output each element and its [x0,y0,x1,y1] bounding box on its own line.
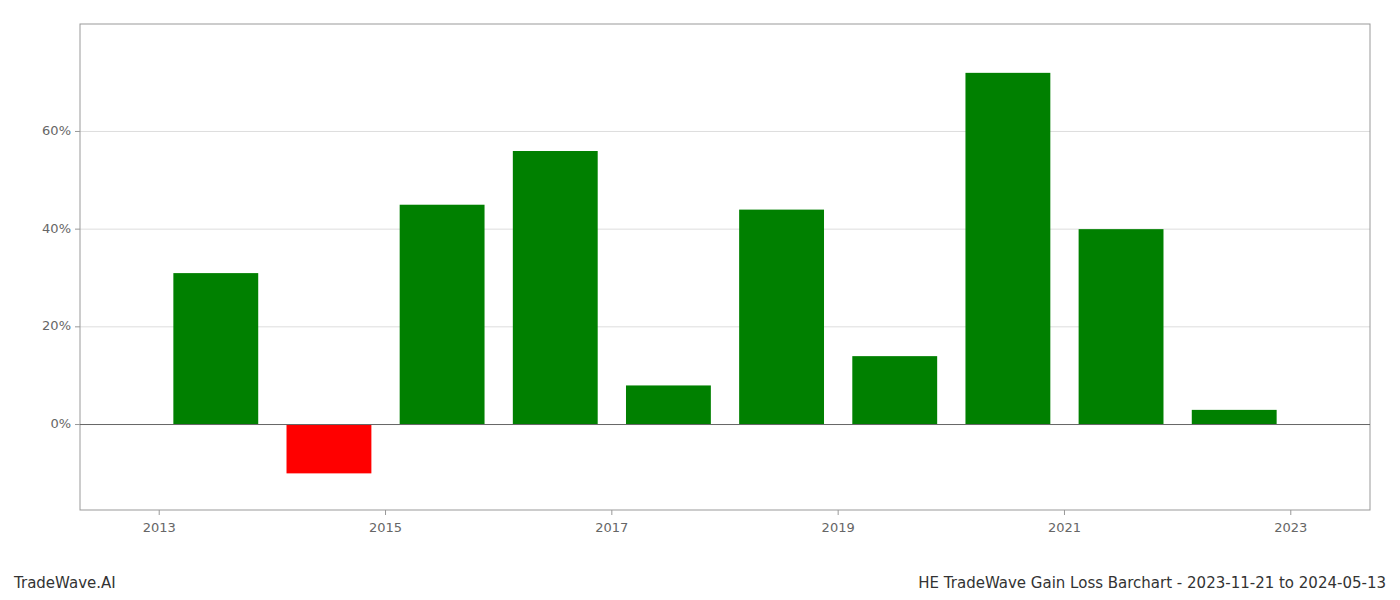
grid [80,131,1370,424]
y-tick-label: 40% [42,221,71,236]
axes: 0% 20% 40% 60% 2013 2015 2017 2019 2021 2023 [42,123,1307,535]
y-tick-label: 0% [50,416,71,431]
x-tick-label: 2023 [1274,520,1307,535]
x-tick-label: 2019 [822,520,855,535]
bar [852,356,937,424]
x-tick [1290,510,1291,515]
grid-line [80,424,1370,425]
plot-frame [80,24,1370,510]
x-tick [1064,510,1065,515]
y-tick [75,229,80,230]
bar [400,205,485,425]
x-tick [611,510,612,515]
y-tick [75,131,80,132]
chart-svg: 0% 20% 40% 60% 2013 2015 2017 2019 2021 2023 Trade… [0,0,1400,600]
footer-right: HE TradeWave Gain Loss Barchart - 2023-1… [918,574,1386,592]
bar [626,385,711,424]
bars [173,73,1276,474]
x-tick-label: 2017 [595,520,628,535]
grid-line [80,229,1370,230]
y-tick [75,326,80,327]
x-tick-label: 2013 [143,520,176,535]
grid-line [80,131,1370,132]
chart-container: 0% 20% 40% 60% 2013 2015 2017 2019 2021 2023 Trade… [0,0,1400,600]
bar [965,73,1050,425]
bar [1079,229,1164,424]
x-tick [838,510,839,515]
x-tick-label: 2015 [369,520,402,535]
grid-line [80,326,1370,327]
y-tick-label: 20% [42,318,71,333]
footer-left: TradeWave.AI [13,574,116,592]
bar [739,210,824,425]
y-tick-label: 60% [42,123,71,138]
bar [173,273,258,424]
x-tick-label: 2021 [1048,520,1081,535]
bar [287,425,372,474]
x-tick [385,510,386,515]
x-tick [159,510,160,515]
bar [513,151,598,425]
bar [1192,410,1277,425]
y-tick [75,424,80,425]
zero-line [80,424,1370,425]
